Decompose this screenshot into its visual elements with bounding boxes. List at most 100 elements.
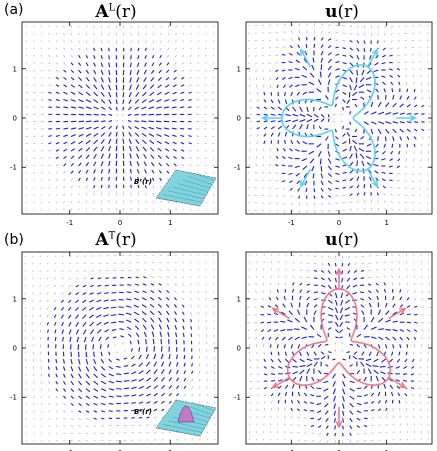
field-arrow: [288, 156, 293, 160]
field-arrow: [196, 77, 200, 79]
field-arrow: [342, 47, 346, 50]
field-arrow: [84, 255, 87, 257]
field-arrow: [270, 132, 274, 137]
field-arrow: [82, 284, 87, 288]
field-arrow: [175, 32, 177, 35]
field-arrow: [68, 321, 72, 327]
field-arrow: [75, 321, 80, 327]
field-arrow: [414, 121, 419, 123]
field-arrow: [389, 47, 393, 50]
field-arrow: [151, 169, 155, 174]
field-arrow: [369, 55, 372, 60]
field-arrow: [426, 180, 429, 183]
field-arrow: [349, 395, 355, 400]
field-arrow: [356, 370, 361, 375]
field-arrow: [100, 200, 102, 203]
field-arrow: [297, 344, 301, 349]
field-arrow: [33, 150, 36, 152]
field-arrow: [247, 321, 250, 324]
field-arrow: [100, 55, 103, 60]
field-arrow: [40, 149, 44, 152]
field-arrow: [212, 186, 215, 189]
field-arrow: [25, 143, 28, 145]
field-arrow: [172, 91, 177, 95]
field-arrow: [33, 417, 35, 420]
field-arrow: [262, 69, 265, 73]
field-arrow: [180, 134, 185, 137]
y-tick-label: 1: [237, 295, 241, 303]
field-arrow: [100, 168, 104, 174]
field-arrow: [299, 295, 302, 301]
field-arrow: [160, 208, 162, 211]
field-arrow: [313, 262, 317, 265]
field-arrow: [158, 170, 162, 174]
field-arrow: [254, 329, 257, 332]
field-arrow: [205, 276, 207, 279]
field-arrow: [152, 208, 155, 211]
field-arrow: [375, 88, 379, 93]
field-arrow: [206, 424, 209, 426]
field-arrow: [141, 106, 147, 110]
field-arrow: [173, 69, 177, 73]
field-arrow: [358, 147, 365, 152]
field-arrow: [256, 387, 260, 389]
field-arrow: [389, 186, 393, 189]
field-arrow: [346, 277, 351, 282]
field-arrow: [190, 326, 193, 330]
field-arrow: [157, 76, 162, 81]
field-arrow: [82, 329, 87, 335]
field-arrow: [129, 77, 132, 83]
field-arrow: [397, 201, 400, 204]
field-arrow: [404, 393, 408, 397]
field-arrow: [294, 317, 301, 323]
field-arrow: [427, 423, 429, 426]
field-arrow: [383, 143, 387, 148]
field-arrow: [70, 84, 75, 88]
field-arrow: [138, 393, 144, 397]
field-arrow: [399, 121, 405, 124]
field-arrow: [93, 366, 98, 372]
field-arrow: [82, 321, 87, 327]
field-arrow: [40, 164, 43, 167]
field-arrow: [189, 156, 192, 159]
field-arrow: [298, 30, 300, 34]
field-arrow: [260, 321, 265, 324]
field-arrow: [359, 77, 365, 83]
field-arrow: [115, 125, 118, 130]
field-arrow: [123, 365, 129, 368]
field-arrow: [311, 165, 315, 172]
field-arrow: [135, 146, 140, 152]
x-tick-label: -1: [66, 219, 73, 227]
field-arrow: [360, 269, 365, 272]
field-arrow: [275, 187, 279, 190]
field-arrow: [277, 254, 280, 256]
field-arrow: [182, 40, 185, 43]
field-arrow: [296, 180, 301, 185]
field-arrow: [55, 69, 59, 72]
field-arrow: [205, 305, 207, 308]
field-arrow: [349, 54, 354, 59]
field-arrow: [78, 62, 82, 66]
field-arrow: [349, 84, 352, 91]
field-arrow: [332, 373, 336, 379]
field-arrow: [313, 118, 319, 123]
field-arrow: [247, 186, 250, 189]
field-arrow: [413, 104, 418, 108]
field-arrow: [55, 193, 58, 196]
field-arrow: [269, 24, 272, 26]
field-arrow: [290, 399, 294, 404]
field-arrow: [406, 143, 409, 148]
field-arrow: [160, 32, 162, 36]
field-arrow: [48, 395, 51, 399]
field-arrow: [256, 358, 259, 362]
inset-surface: Bᵗ(r): [134, 169, 217, 207]
field-arrow: [361, 69, 365, 76]
field-arrow: [182, 297, 185, 301]
field-arrow: [213, 379, 216, 382]
field-arrow: [198, 319, 200, 323]
field-arrow: [70, 410, 74, 413]
field-arrow: [270, 400, 273, 404]
field-arrow: [181, 164, 185, 167]
field-arrow: [356, 333, 362, 338]
field-arrow: [40, 157, 44, 159]
